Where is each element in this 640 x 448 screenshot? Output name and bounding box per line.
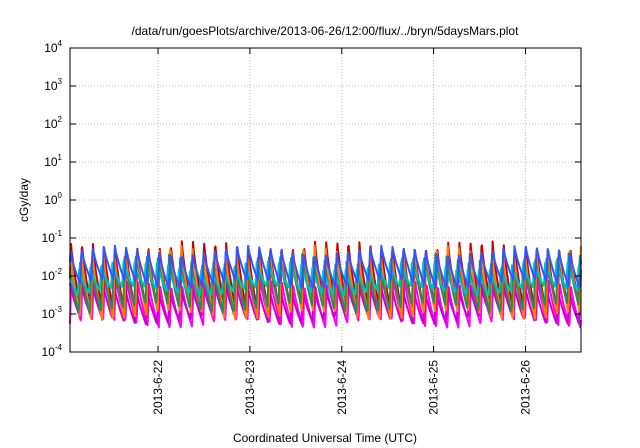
y-tick-label: 10-3 [42,305,63,321]
x-tick-label: 2013-6-23 [243,360,257,415]
x-tick-label: 2013-6-25 [427,360,441,415]
series-line [69,244,582,290]
y-tick-label: 104 [44,39,62,55]
x-axis-label: Coordinated Universal Time (UTC) [233,431,417,445]
chart-title: /data/run/goesPlots/archive/2013-06-26/1… [132,24,520,38]
x-tick-label: 2013-6-26 [518,360,532,415]
y-tick-label: 10-2 [42,267,63,283]
y-tick-label: 10-1 [42,229,63,245]
y-tick-label: 102 [44,115,62,131]
ticks: 10-4 10-3 10-2 10-1 100 101 102 103 104 2013-6-22… [42,39,581,415]
y-tick-label: 100 [44,191,62,207]
series-layer [69,240,582,329]
y-tick-label: 10-4 [42,343,63,359]
y-tick-label: 101 [44,153,62,169]
x-tick-label: 2013-6-22 [151,360,165,415]
y-axis-label: cGy/day [17,178,31,222]
x-tick-label: 2013-6-24 [335,360,349,415]
y-tick-label: 103 [44,77,62,93]
